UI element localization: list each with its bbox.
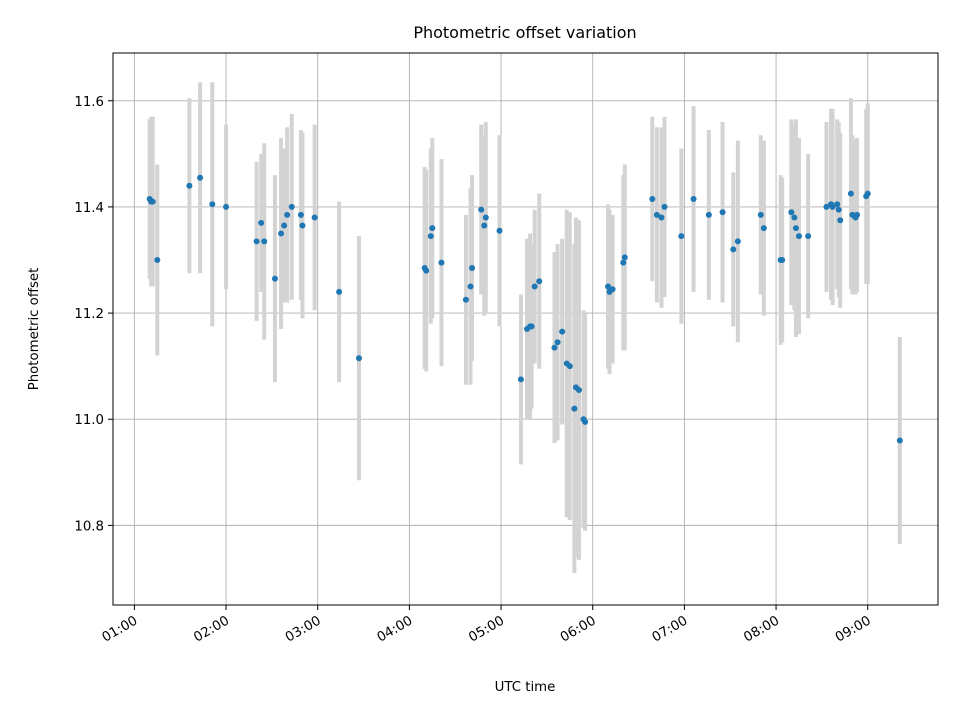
data-point — [847, 190, 854, 197]
data-point — [478, 206, 485, 213]
data-point — [299, 222, 306, 229]
data-point — [288, 203, 295, 210]
data-point — [462, 296, 469, 303]
data-point — [575, 387, 582, 394]
data-point — [154, 257, 161, 263]
data-point — [281, 222, 288, 229]
data-point — [760, 225, 767, 232]
data-point — [605, 283, 611, 290]
data-point — [554, 339, 561, 346]
data-point — [791, 214, 798, 221]
y-tick-label: 11.2 — [74, 307, 104, 322]
data-point — [864, 190, 871, 197]
chart-title: Photometric offset variation — [413, 23, 636, 42]
x-axis-label: UTC time — [495, 680, 556, 695]
data-point — [805, 233, 812, 240]
data-point — [779, 257, 786, 263]
y-tick-label: 11.4 — [74, 201, 104, 216]
x-tick-label: 03:00 — [283, 613, 324, 645]
data-point — [253, 238, 260, 245]
data-point — [423, 267, 430, 274]
data-point — [258, 219, 265, 226]
data-point — [705, 211, 712, 218]
data-point — [678, 233, 685, 240]
data-point — [528, 323, 535, 330]
data-point — [469, 264, 476, 271]
data-point — [427, 233, 434, 240]
data-point — [795, 233, 802, 240]
data-point — [481, 222, 488, 229]
x-tick-label: 06:00 — [558, 613, 599, 645]
x-tick-label: 02:00 — [191, 613, 232, 645]
data-point — [551, 344, 558, 351]
data-point — [438, 259, 445, 266]
axis-ticks: 01:00 02:00 03:00 04:00 05:00 06:00 07:00 08:00… — [74, 95, 873, 646]
data-point — [149, 198, 156, 205]
data-point — [223, 203, 230, 210]
y-tick-label: 11.0 — [74, 413, 104, 428]
data-point — [336, 288, 343, 295]
x-tick-label: 04:00 — [375, 613, 416, 645]
data-point — [571, 405, 578, 412]
plot-frame — [112, 52, 939, 606]
data-point — [649, 195, 656, 202]
data-point — [311, 214, 318, 221]
data-point — [271, 275, 278, 282]
data-point — [837, 217, 844, 224]
data-point — [609, 286, 616, 293]
data-point — [792, 225, 799, 232]
data-point — [559, 328, 566, 335]
data-point — [355, 355, 362, 362]
data-point — [661, 203, 668, 210]
x-tick-label: 07:00 — [650, 613, 691, 645]
x-tick-label: 09:00 — [833, 613, 874, 645]
data-point — [531, 283, 538, 290]
y-axis-label: Photometric offset — [27, 268, 42, 391]
data-point — [297, 211, 304, 218]
x-tick-label: 05:00 — [466, 613, 507, 645]
x-tick-label: 01:00 — [100, 613, 141, 645]
data-point — [823, 203, 830, 210]
data-point — [621, 254, 628, 261]
data-point — [284, 211, 291, 218]
data-point — [719, 209, 726, 216]
data-point — [517, 376, 524, 383]
data-point — [734, 238, 741, 245]
y-tick-label: 10.8 — [74, 519, 104, 534]
data-point — [620, 259, 627, 266]
data-point — [536, 278, 543, 285]
x-tick-label: 08:00 — [741, 613, 782, 645]
data-point — [653, 211, 660, 218]
data-point — [482, 214, 489, 221]
data-point — [829, 203, 836, 210]
data-point — [896, 437, 903, 444]
data-point — [496, 227, 503, 234]
data-point — [582, 418, 589, 425]
data-point — [186, 182, 193, 189]
data-point — [757, 211, 764, 218]
data-point — [209, 201, 216, 208]
data-point — [467, 283, 474, 290]
data-points — [146, 174, 903, 444]
data-point — [429, 225, 436, 232]
data-point — [835, 206, 842, 213]
data-point — [278, 230, 285, 237]
data-point — [658, 214, 665, 221]
data-point — [730, 246, 737, 253]
data-point — [854, 211, 861, 218]
data-point — [788, 209, 795, 216]
data-point — [566, 363, 573, 370]
data-point — [261, 238, 268, 245]
data-point — [197, 174, 204, 181]
y-tick-label: 11.6 — [74, 95, 104, 110]
data-point — [834, 201, 841, 208]
data-point — [690, 195, 697, 202]
